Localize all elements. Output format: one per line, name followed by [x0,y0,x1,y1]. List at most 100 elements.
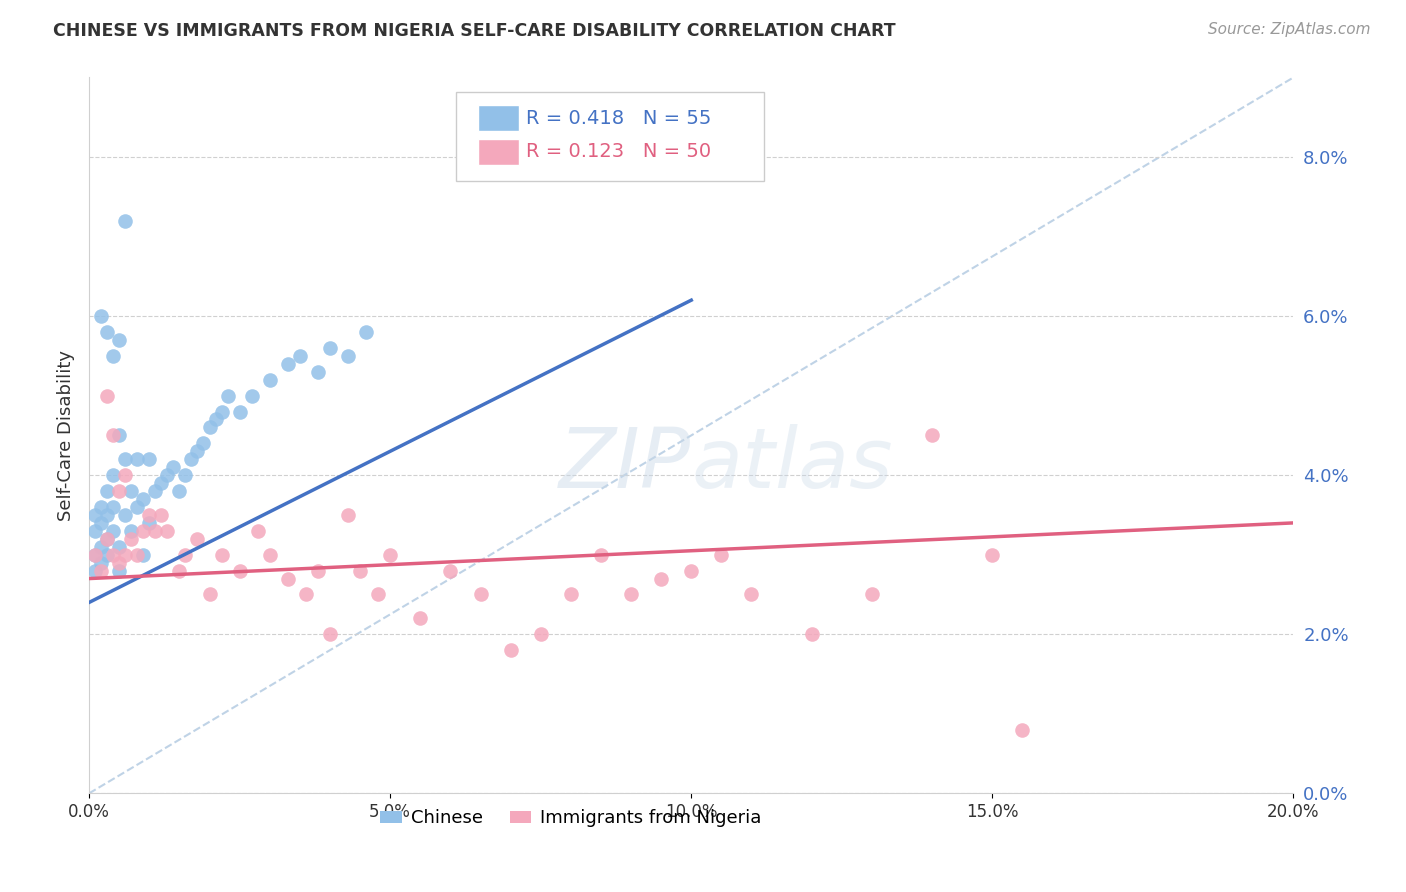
Point [204,412,226,426]
Point [138,508,160,522]
Point [162,460,184,475]
Point [90,500,112,514]
Point [259,548,281,562]
Point [108,484,131,499]
Point [354,325,377,339]
FancyBboxPatch shape [478,105,519,131]
Point [138,516,160,530]
Point [180,452,202,467]
Point [319,341,342,355]
Point [259,373,281,387]
Point [307,365,329,379]
Point [740,587,762,601]
Point [620,587,643,601]
Point [96,532,118,546]
Point [156,524,179,538]
Point [277,572,299,586]
Point [101,468,124,483]
Text: CHINESE VS IMMIGRANTS FROM NIGERIA SELF-CARE DISABILITY CORRELATION CHART: CHINESE VS IMMIGRANTS FROM NIGERIA SELF-… [53,22,896,40]
Point [84,564,107,578]
Point [120,484,142,499]
Point [84,508,107,522]
Text: ZIP: ZIP [560,424,692,505]
Point [114,548,136,562]
Point [90,540,112,554]
Point [101,428,124,442]
Point [90,516,112,530]
Point [193,436,215,450]
Point [96,508,118,522]
Point [295,587,318,601]
Text: R = 0.418   N = 55: R = 0.418 N = 55 [526,109,711,128]
Point [217,389,239,403]
Point [114,213,136,227]
Point [84,524,107,538]
Point [1011,723,1033,737]
Point [681,564,703,578]
Point [470,587,492,601]
Point [319,627,342,641]
Text: atlas: atlas [692,424,893,505]
Point [143,524,166,538]
Text: R = 0.123   N = 50: R = 0.123 N = 50 [526,143,711,161]
Point [108,540,131,554]
Legend: Chinese, Immigrants from Nigeria: Chinese, Immigrants from Nigeria [373,802,769,834]
Point [108,564,131,578]
Point [114,468,136,483]
Point [174,548,197,562]
Point [228,564,250,578]
Point [90,309,112,323]
Point [132,491,155,506]
Point [169,564,191,578]
Point [560,587,582,601]
Point [150,508,173,522]
Point [127,452,149,467]
Point [228,404,250,418]
Point [114,508,136,522]
Point [132,524,155,538]
Point [143,484,166,499]
Point [138,452,160,467]
Point [96,389,118,403]
Point [108,556,131,570]
Point [981,548,1004,562]
Point [307,564,329,578]
Point [367,587,389,601]
Point [96,484,118,499]
Point [198,587,221,601]
Point [650,572,672,586]
Point [860,587,883,601]
Point [198,420,221,434]
Point [90,556,112,570]
FancyBboxPatch shape [457,92,763,181]
Point [101,524,124,538]
Point [101,500,124,514]
Text: Source: ZipAtlas.com: Source: ZipAtlas.com [1208,22,1371,37]
Point [90,564,112,578]
Point [96,325,118,339]
Point [127,500,149,514]
Point [800,627,823,641]
Point [337,508,360,522]
Point [96,548,118,562]
Point [380,548,402,562]
Point [349,564,371,578]
Point [132,548,155,562]
Point [174,468,197,483]
Point [409,611,432,625]
Point [114,452,136,467]
Point [120,532,142,546]
Point [120,524,142,538]
Point [211,548,233,562]
Point [186,444,208,458]
Point [337,349,360,363]
Point [101,548,124,562]
Point [710,548,733,562]
Point [211,404,233,418]
Point [84,548,107,562]
Point [150,476,173,491]
Point [288,349,311,363]
Point [127,548,149,562]
Point [246,524,269,538]
Point [277,357,299,371]
